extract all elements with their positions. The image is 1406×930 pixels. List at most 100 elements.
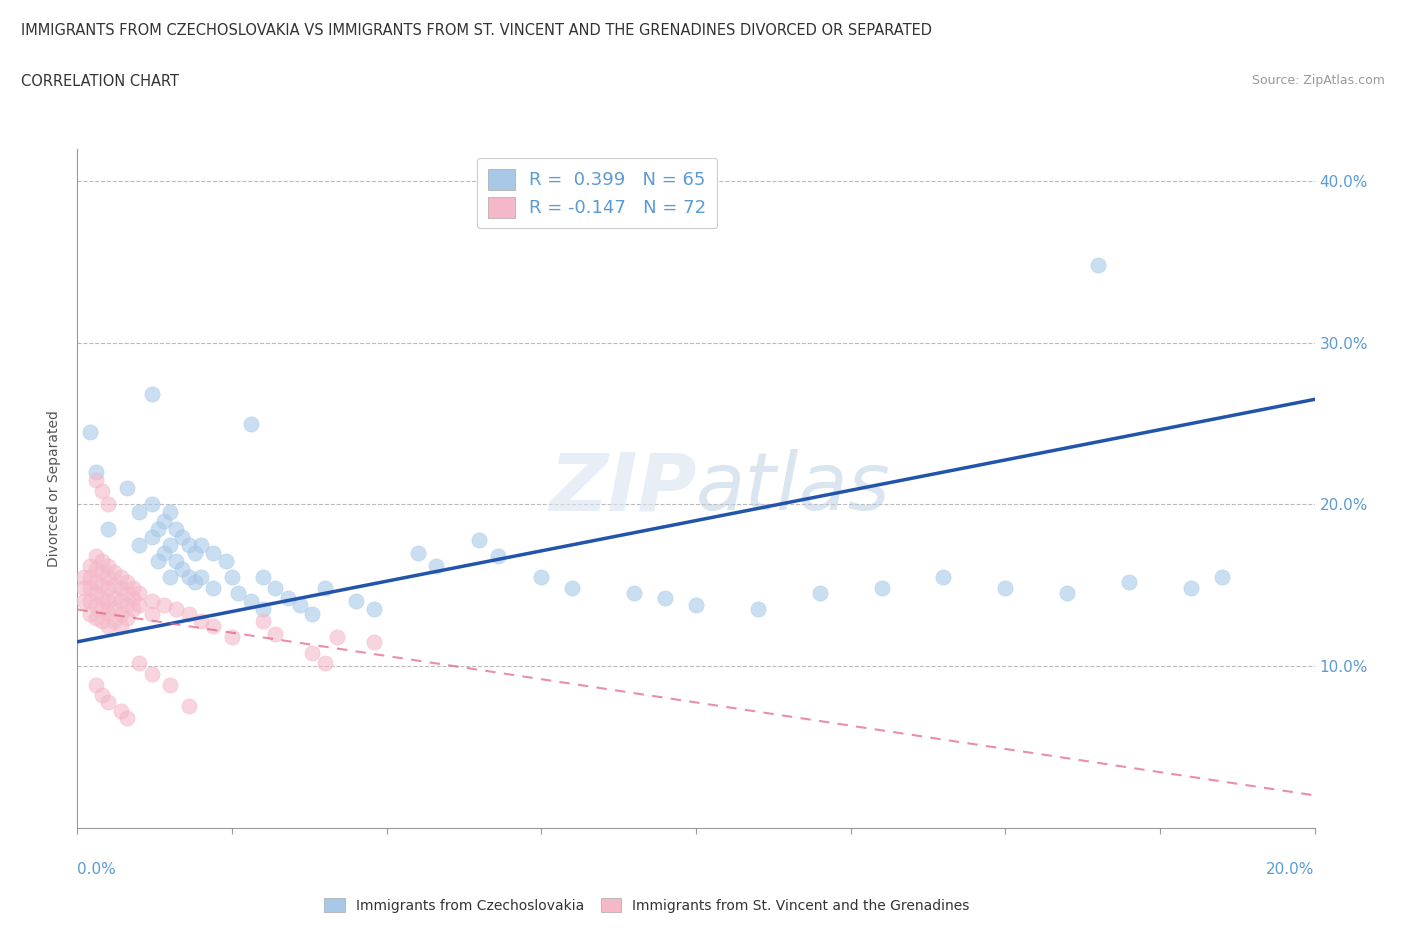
Point	[97, 605, 120, 620]
Point	[84, 549, 107, 564]
Point	[239, 594, 262, 609]
Point	[468, 533, 491, 548]
Point	[870, 581, 893, 596]
Point	[344, 594, 367, 609]
Point	[530, 570, 553, 585]
Point	[141, 529, 163, 544]
Point	[122, 581, 145, 596]
Point	[141, 594, 163, 609]
Point	[932, 570, 955, 585]
Point	[202, 618, 225, 633]
Point	[110, 607, 132, 622]
Point	[84, 575, 107, 590]
Point	[202, 581, 225, 596]
Point	[301, 607, 323, 622]
Point	[122, 602, 145, 617]
Point	[239, 416, 262, 431]
Point	[72, 570, 94, 585]
Point	[91, 602, 114, 617]
Point	[221, 570, 243, 585]
Point	[808, 586, 831, 601]
Point	[79, 424, 101, 439]
Point	[110, 704, 132, 719]
Point	[84, 465, 107, 480]
Point	[159, 678, 181, 693]
Point	[115, 597, 138, 612]
Point	[97, 521, 120, 536]
Point	[363, 634, 385, 649]
Point	[326, 630, 349, 644]
Y-axis label: Divorced or Separated: Divorced or Separated	[48, 410, 62, 566]
Point	[84, 678, 107, 693]
Point	[252, 602, 274, 617]
Point	[103, 602, 125, 617]
Point	[301, 645, 323, 660]
Point	[79, 594, 101, 609]
Point	[84, 586, 107, 601]
Point	[177, 570, 200, 585]
Text: 0.0%: 0.0%	[77, 861, 117, 877]
Point	[110, 581, 132, 596]
Point	[172, 529, 194, 544]
Point	[97, 581, 120, 596]
Point	[128, 538, 150, 552]
Point	[623, 586, 645, 601]
Point	[314, 656, 336, 671]
Point	[91, 553, 114, 568]
Point	[97, 694, 120, 709]
Point	[91, 614, 114, 629]
Point	[172, 562, 194, 577]
Point	[165, 521, 187, 536]
Point	[84, 472, 107, 487]
Point	[685, 597, 707, 612]
Point	[288, 597, 311, 612]
Point	[159, 538, 181, 552]
Point	[84, 597, 107, 612]
Point	[363, 602, 385, 617]
Point	[141, 497, 163, 512]
Point	[184, 546, 207, 561]
Point	[103, 591, 125, 605]
Point	[406, 546, 429, 561]
Point	[153, 597, 176, 612]
Point	[994, 581, 1017, 596]
Point	[190, 570, 212, 585]
Point	[1056, 586, 1078, 601]
Point	[115, 586, 138, 601]
Point	[91, 591, 114, 605]
Point	[141, 667, 163, 682]
Point	[165, 602, 187, 617]
Point	[122, 591, 145, 605]
Point	[79, 607, 101, 622]
Point	[215, 553, 238, 568]
Point	[165, 553, 187, 568]
Point	[226, 586, 249, 601]
Legend: Immigrants from Czechoslovakia, Immigrants from St. Vincent and the Grenadines: Immigrants from Czechoslovakia, Immigran…	[318, 893, 976, 919]
Point	[277, 591, 299, 605]
Text: atlas: atlas	[696, 449, 891, 527]
Point	[103, 565, 125, 579]
Point	[1087, 258, 1109, 272]
Point	[97, 618, 120, 633]
Point	[115, 481, 138, 496]
Text: 20.0%: 20.0%	[1267, 861, 1315, 877]
Point	[252, 570, 274, 585]
Point	[486, 549, 509, 564]
Point	[97, 594, 120, 609]
Point	[1180, 581, 1202, 596]
Point	[128, 505, 150, 520]
Point	[91, 565, 114, 579]
Point	[84, 562, 107, 577]
Point	[747, 602, 769, 617]
Legend: R =  0.399   N = 65, R = -0.147   N = 72: R = 0.399 N = 65, R = -0.147 N = 72	[477, 158, 717, 229]
Point	[202, 546, 225, 561]
Point	[79, 570, 101, 585]
Point	[146, 521, 169, 536]
Point	[128, 597, 150, 612]
Point	[177, 607, 200, 622]
Point	[103, 614, 125, 629]
Point	[159, 505, 181, 520]
Point	[84, 610, 107, 625]
Point	[110, 594, 132, 609]
Point	[252, 614, 274, 629]
